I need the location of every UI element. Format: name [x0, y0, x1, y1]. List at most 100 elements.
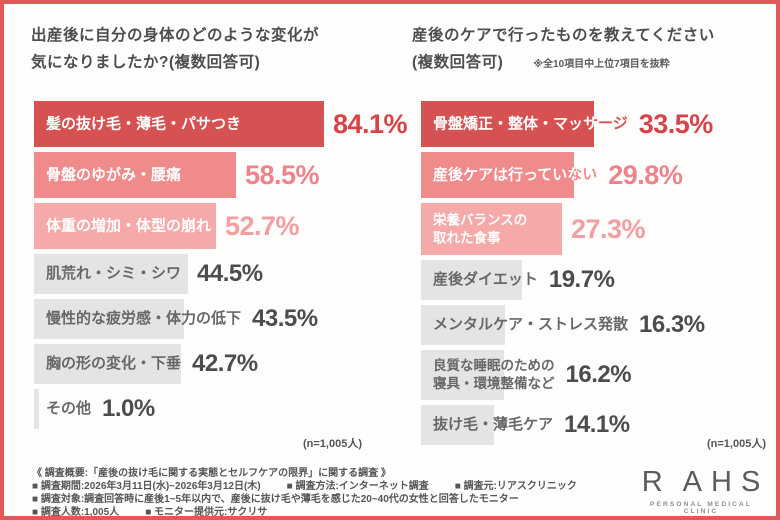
bar-value: 43.5% [252, 305, 318, 332]
survey-item-method: ■ 調査方法:インターネット調査 [286, 480, 429, 492]
bar-row: その他 1.0% [34, 389, 392, 429]
logo-letter-h: H [711, 466, 732, 498]
bar-fill [421, 305, 505, 345]
left-chart-title-line1: 出産後に自分の身体のどのような変化が [31, 27, 320, 44]
bar-label-inside: 栄養バランスの 取れた食事 [433, 212, 528, 245]
bar-fill [34, 203, 216, 249]
bar-row: 骨盤のゆがみ・腰痛 骨盤のゆがみ・腰痛 58.5% [34, 152, 392, 198]
survey-item-monitor: ■ モニター提供元:サクリサ [145, 506, 268, 518]
bar-label: 慢性的な疲労感・体力の低下 [46, 310, 242, 328]
bar-row: 良質な睡眠のための 寝具・環境整備など 16.2% [421, 350, 766, 400]
bar-row: 肌荒れ・シミ・シワ 44.5% [34, 254, 392, 294]
extraction-note: ※全10項目中上位7項目を抜粋 [533, 58, 670, 70]
bar-label: 髪の抜け毛・薄毛・パサつき [46, 115, 242, 133]
bar-row: 栄養バランスの 取れた食事 栄養バランスの 取れた食事 27.3% [421, 203, 766, 255]
sample-size-right: (n=1,005人) [707, 438, 766, 450]
bar: 肌荒れ・シミ・シワ [34, 254, 188, 294]
bar: 体重の増加・体型の崩れ 体重の増加・体型の崩れ [34, 203, 216, 249]
bar-value: 44.5% [197, 260, 263, 287]
logo-letter-r: R [641, 466, 663, 498]
bar-value: 58.5% [245, 159, 320, 190]
bar: 骨盤矯正・整体・マッサージ 骨盤矯正・整体・マッサージ [421, 101, 630, 147]
sample-size-left: (n=1,005人) [303, 438, 362, 450]
left-chart-title-line2: 気になりましたか?(複数回答可) [31, 53, 261, 71]
bar-value: 19.7% [548, 266, 615, 293]
bar: 骨盤のゆがみ・腰痛 骨盤のゆがみ・腰痛 [34, 152, 236, 198]
bar-label: 肌荒れ・シミ・シワ [46, 265, 182, 283]
bar: 抜け毛・薄毛ケア [421, 405, 555, 445]
bar-row: 体重の増加・体型の崩れ 体重の増加・体型の崩れ 52.7% [34, 203, 392, 249]
bar: 産後ケアは行っていない 産後ケアは行っていない [421, 152, 599, 198]
bar-value: 1.0% [102, 395, 155, 422]
survey-line-3: ■ 調査人数:1,005人 ■ モニター提供元:サクリサ [32, 506, 642, 518]
right-chart-title: 産後のケアで行ったものを教えてください (複数回答可) ※全10項目中上位7項目… [412, 23, 715, 76]
bar: 良質な睡眠のための 寝具・環境整備など [421, 350, 557, 400]
bar-value: 16.2% [565, 361, 632, 388]
bar-fill [34, 389, 39, 429]
bar-label-inside: 骨盤のゆがみ・腰痛 [46, 166, 182, 184]
bar-label: 良質な睡眠のための 寝具・環境整備など [433, 358, 555, 391]
survey-item-period: ■ 調査期間:2026年3月11日(水)~2026年3月12日(木) [32, 480, 261, 492]
bar-row: 抜け毛・薄毛ケア 14.1% [421, 405, 766, 445]
survey-line-1: ■ 調査期間:2026年3月11日(水)~2026年3月12日(木) ■ 調査方… [32, 481, 642, 494]
bar: 慢性的な疲労感・体力の低下 [34, 299, 243, 339]
bar-row: 骨盤矯正・整体・マッサージ 骨盤矯正・整体・マッサージ 33.5% [421, 101, 766, 147]
bar-row: 産後ダイエット 19.7% [421, 260, 766, 300]
bar-value: 33.5% [638, 108, 714, 139]
bar-fill [421, 405, 494, 445]
bar: 産後ダイエット [421, 260, 540, 300]
right-chart: 骨盤矯正・整体・マッサージ 骨盤矯正・整体・マッサージ 33.5% 産後ケアは行ってい… [421, 101, 766, 445]
bar-label: メンタルケア・ストレス発散 [433, 316, 629, 334]
bar-fill [34, 152, 236, 198]
bar-label: 骨盤矯正・整体・マッサージ [433, 115, 628, 133]
bar-fill [421, 101, 594, 147]
left-chart: 髪の抜け毛・薄毛・パサつき 髪の抜け毛・薄毛・パサつき 84.1% 骨盤のゆがみ・腰痛… [34, 101, 408, 429]
bar-value: 16.3% [639, 311, 705, 338]
left-chart-title: 出産後に自分の身体のどのような変化が 気になりましたか?(複数回答可) [31, 23, 319, 76]
bar-row: 産後ケアは行っていない 産後ケアは行っていない 29.8% [421, 152, 766, 198]
bar-fill [421, 260, 522, 300]
bar-fill [34, 299, 184, 339]
bar-fill [34, 254, 188, 294]
bar-row: メンタルケア・ストレス発散 16.3% [421, 305, 766, 345]
right-chart-title-line1: 産後のケアで行ったものを教えてください [412, 27, 715, 44]
bar-label: 産後ダイエット [433, 271, 538, 289]
bar-value: 42.7% [192, 350, 258, 377]
bar-row: 慢性的な疲労感・体力の低下 43.5% [34, 299, 392, 339]
logo-letter-a: A [682, 466, 702, 498]
survey-line-2: ■ 調査対象:調査回答時に産後1~5年以内で、産後に抜け毛や薄毛を感じた20~4… [32, 494, 642, 507]
bar: 髪の抜け毛・薄毛・パサつき 髪の抜け毛・薄毛・パサつき [34, 101, 324, 147]
bar: 胸の形の変化・下垂 [34, 344, 183, 384]
bar-fill [34, 344, 181, 384]
bar-row: 胸の形の変化・下垂 42.7% [34, 344, 392, 384]
logo-wordmark: R A H S [641, 466, 761, 498]
survey-item-target: ■ 調査対象:調査回答時に産後1~5年以内で、産後に抜け毛や薄毛を感じた20~4… [32, 493, 519, 505]
bar-label: 栄養バランスの 取れた食事 [433, 212, 528, 245]
bar-label: 産後ケアは行っていない [433, 166, 598, 184]
bar-fill [421, 203, 562, 255]
bar-label: 骨盤のゆがみ・腰痛 [46, 166, 182, 184]
bar-label-inside: 体重の増加・体型の崩れ [46, 217, 212, 235]
bar-value: 14.1% [564, 411, 630, 438]
bar-label: 抜け毛・薄毛ケア [433, 416, 554, 434]
bar-value: 27.3% [571, 213, 646, 244]
bar-label-inside: 骨盤矯正・整体・マッサージ [433, 115, 628, 133]
riahs-logo: R A H S PERSONAL MEDICAL CLINIC [641, 466, 761, 516]
bar-value: 84.1% [333, 108, 408, 139]
bar-label-inside: 髪の抜け毛・薄毛・パサつき [46, 115, 242, 133]
bar-value: 52.7% [225, 210, 300, 241]
bar-fill [34, 101, 324, 147]
bar: 栄養バランスの 取れた食事 栄養バランスの 取れた食事 [421, 203, 562, 255]
survey-item-source: ■ 調査元:リアスクリニック [454, 480, 577, 492]
bar-value: 29.8% [608, 159, 683, 190]
bar-label: 胸の形の変化・下垂 [46, 355, 182, 373]
bar: その他 [34, 389, 93, 429]
bar-row: 髪の抜け毛・薄毛・パサつき 髪の抜け毛・薄毛・パサつき 84.1% [34, 101, 408, 147]
survey-item-count: ■ 調査人数:1,005人 [32, 506, 120, 518]
right-chart-title-line2: (複数回答可) [412, 53, 504, 71]
survey-overview: 《 調査概要:「産後の抜け毛に関する実態とセルフケアの限界」に関する調査 》 ■… [32, 468, 642, 518]
bar-fill [421, 152, 574, 198]
survey-heading: 《 調査概要:「産後の抜け毛に関する実態とセルフケアの限界」に関する調査 》 [32, 468, 391, 479]
bar: メンタルケア・ストレス発散 [421, 305, 630, 345]
